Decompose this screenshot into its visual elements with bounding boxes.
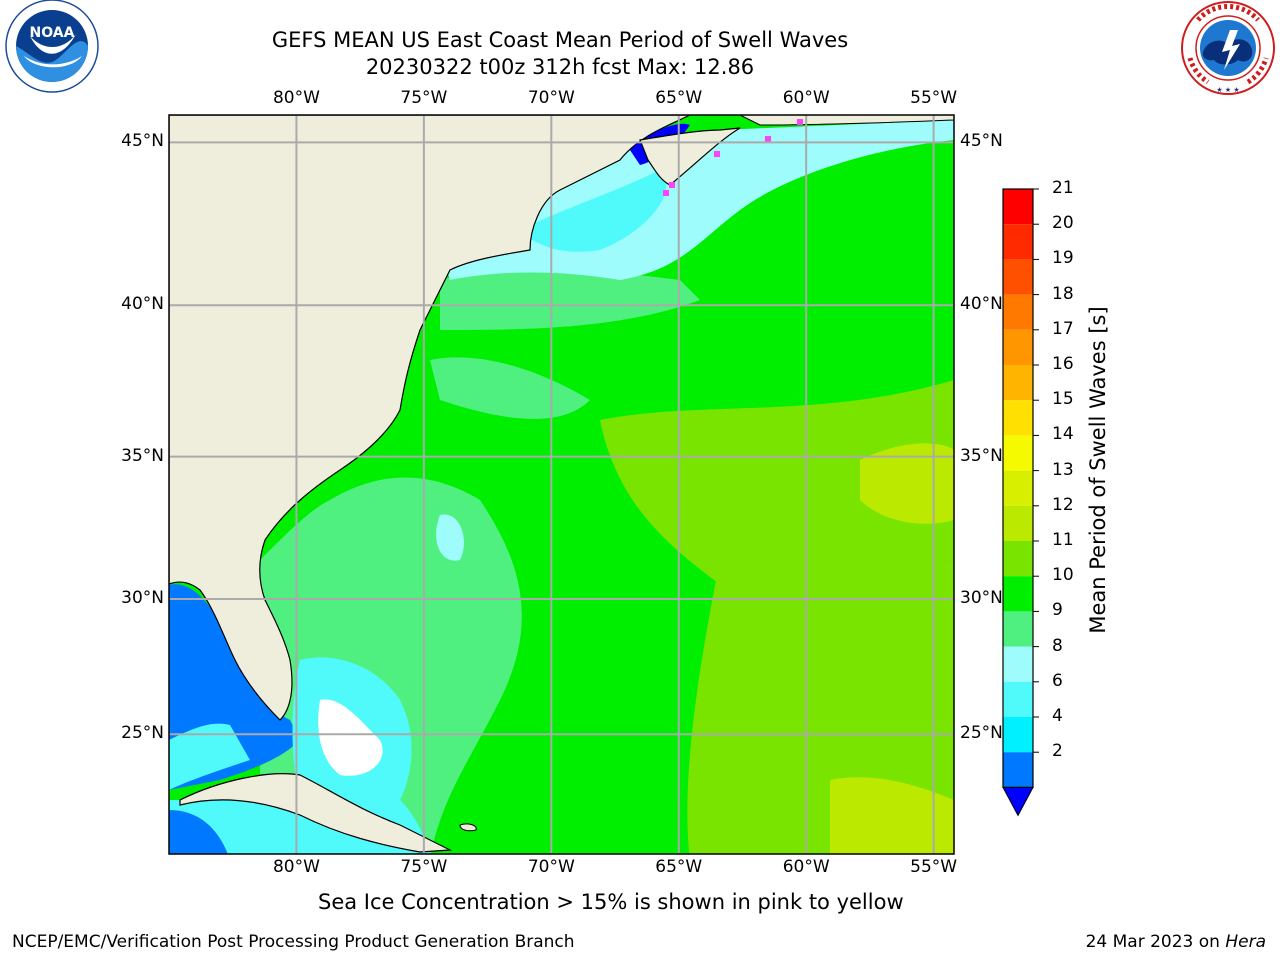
- lat-tick-label: 40°N: [121, 294, 164, 315]
- sea-ice-marker: [797, 119, 803, 125]
- colorbar-tick-label: 8: [1052, 635, 1063, 656]
- colorbar-tick-label: 9: [1052, 600, 1063, 621]
- lon-tick-label: 80°W: [272, 857, 320, 877]
- colorbar-tick-label: 4: [1052, 706, 1063, 726]
- colorbar-swatch: [1003, 189, 1033, 225]
- lat-tick-label: 30°N: [121, 587, 164, 608]
- footer-date: 24 Mar 2023 on Hera: [1086, 932, 1266, 952]
- colorbar-swatch: [1003, 541, 1033, 577]
- map-frame: [168, 114, 955, 855]
- ocean-field-11-12: [600, 380, 954, 600]
- nws-logo: ★ ★ ★: [1181, 1, 1275, 95]
- colorbar-swatch: [1003, 400, 1033, 436]
- ocean-field-6-8: [520, 170, 667, 252]
- lon-tick-label: 55°W: [910, 857, 958, 877]
- land-hispaniola: [459, 823, 477, 832]
- colorbar-swatch: [1003, 576, 1033, 612]
- colorbar-frame: [1002, 188, 1034, 789]
- colorbar-tick-label: 15: [1052, 389, 1074, 410]
- noaa-logo: NOAA: [5, 0, 99, 93]
- lon-tick-label: 55°W: [910, 88, 958, 108]
- colorbar-tick-label: 10: [1052, 565, 1074, 586]
- colorbar-swatch: [1003, 505, 1033, 541]
- map-field: [169, 115, 954, 854]
- colorbar-tick-label: 16: [1052, 354, 1074, 374]
- lat-tick-label: 45°N: [121, 131, 164, 152]
- land-us: [169, 115, 691, 721]
- footer-machine: Hera: [1225, 932, 1266, 952]
- colorbar-tick-label: 6: [1052, 670, 1063, 691]
- colorbar: [1002, 188, 1039, 817]
- lon-tick-label: 80°W: [272, 88, 320, 108]
- bahamas-banks: [318, 699, 383, 776]
- footer-date-text: 24 Mar 2023 on: [1085, 932, 1226, 952]
- colorbar-swatch: [1003, 435, 1033, 471]
- colorbar-tick-label: 13: [1052, 459, 1074, 480]
- colorbar-swatch: [1003, 646, 1033, 682]
- sea-ice-marker: [669, 182, 675, 188]
- lat-tick-label: 35°N: [121, 445, 164, 466]
- gulf-field-b: [169, 723, 250, 790]
- caribbean-field-b: [169, 810, 228, 854]
- lon-tick-label: 60°W: [782, 857, 830, 877]
- lat-tick-label: 25°N: [960, 723, 1003, 744]
- colorbar-swatch: [1003, 681, 1033, 717]
- lat-tick-label: 30°N: [960, 587, 1003, 608]
- lon-tick-label: 65°W: [655, 857, 703, 877]
- colorbar-swatch: [1003, 365, 1033, 401]
- chart-subtitle: 20230322 t00z 312h fcst Max: 12.86: [365, 55, 755, 79]
- ocean-field-9-10b: [440, 268, 700, 330]
- lon-tick-label: 75°W: [400, 88, 448, 108]
- colorbar-title: Mean Period of Swell Waves [s]: [1086, 306, 1110, 634]
- colorbar-extend-triangle: [1002, 786, 1034, 817]
- colorbar-swatch: [1003, 611, 1033, 647]
- colorbar-swatch: [1003, 717, 1033, 753]
- footer-credit: NCEP/EMC/Verification Post Processing Pr…: [12, 932, 575, 952]
- colorbar-tick-label: 21: [1052, 178, 1074, 198]
- ocean-field-9-10c: [430, 357, 590, 419]
- colorbar-swatch: [1003, 294, 1033, 330]
- colorbar-tick-label: 12: [1052, 494, 1074, 515]
- chart-title: GEFS MEAN US East Coast Mean Period of S…: [271, 28, 849, 52]
- sea-ice-marker: [663, 190, 669, 196]
- land-newfoundland: [739, 115, 954, 126]
- lon-tick-label: 65°W: [655, 88, 703, 108]
- colorbar-swatch: [1003, 224, 1033, 260]
- svg-text:★ ★ ★: ★ ★ ★: [1216, 86, 1239, 94]
- colorbar-tick-label: 11: [1052, 530, 1074, 550]
- colorbar-tick-label: 19: [1052, 248, 1074, 269]
- sea-ice-note: Sea Ice Concentration > 15% is shown in …: [318, 890, 904, 914]
- lon-tick-label: 70°W: [527, 88, 575, 108]
- land-cuba: [179, 773, 453, 853]
- lon-tick-label: 70°W: [527, 857, 575, 877]
- lat-tick-label: 25°N: [121, 723, 164, 744]
- colorbar-swatch: [1003, 470, 1033, 506]
- colorbar-swatch: [1003, 329, 1033, 365]
- graticule: [169, 115, 954, 854]
- colorbar-tick-label: 14: [1052, 424, 1074, 445]
- colorbar-tick-label: 20: [1052, 213, 1074, 234]
- lon-tick-label: 60°W: [782, 88, 830, 108]
- lon-tick-label: 75°W: [400, 857, 448, 877]
- lat-tick-label: 45°N: [960, 131, 1003, 152]
- colorbar-tick-label: 17: [1052, 318, 1074, 339]
- lat-tick-label: 40°N: [960, 294, 1003, 315]
- colorbar-swatch: [1003, 259, 1033, 295]
- ocean-field-11-12b: [687, 554, 954, 854]
- noaa-logo-text: NOAA: [30, 25, 75, 41]
- colorbar-tick-label: 18: [1052, 283, 1074, 304]
- sea-ice-marker: [765, 136, 771, 142]
- lat-tick-label: 35°N: [960, 445, 1003, 466]
- sea-ice-marker: [714, 151, 720, 157]
- ocean-field-12-13b: [830, 777, 954, 854]
- ocean-field-12-13: [860, 443, 954, 524]
- colorbar-tick-label: 2: [1052, 741, 1063, 762]
- colorbar-swatch: [1003, 752, 1033, 788]
- ocean-field-8-9c: [436, 514, 464, 561]
